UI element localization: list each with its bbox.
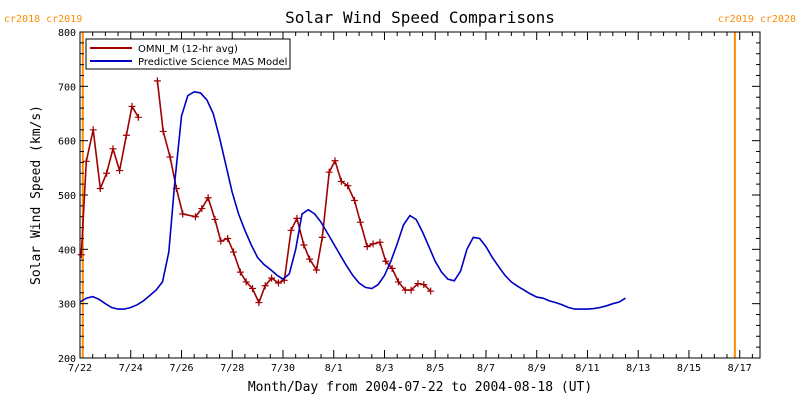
data-point-marker (109, 145, 117, 153)
x-tick-label: 8/7 (477, 363, 495, 374)
y-tick-label: 500 (58, 191, 76, 202)
data-point-marker (427, 287, 435, 295)
data-point-marker (356, 218, 364, 226)
x-tick-label: 8/11 (575, 363, 599, 374)
data-point-marker (224, 234, 232, 242)
data-point-marker (116, 167, 124, 175)
legend-label: OMNI_M (12-hr avg) (138, 44, 238, 55)
data-point-marker (153, 77, 161, 85)
axes: 200 300 400 500 600 700 800 7/22 7/24 7/26 7/28 7/3… (58, 28, 760, 374)
data-point-marker (407, 286, 415, 294)
data-point-marker (82, 157, 90, 165)
y-tick-label: 200 (58, 354, 76, 365)
x-tick-label: 7/28 (220, 363, 244, 374)
data-point-marker (77, 251, 85, 259)
data-point-marker (255, 299, 263, 307)
data-point-marker (287, 226, 295, 234)
legend: OMNI_M (12-hr avg) Predictive Science MAS… (85, 38, 291, 70)
series-line (80, 104, 140, 255)
y-tick-label: 800 (58, 28, 76, 39)
data-point-marker (103, 169, 111, 177)
data-point-marker (414, 280, 422, 288)
y-tick-label: 700 (58, 82, 76, 93)
x-tick-label: 8/17 (728, 363, 752, 374)
data-point-marker (363, 243, 371, 251)
data-point-marker (306, 255, 314, 263)
data-point-marker (261, 282, 269, 290)
data-point-marker (388, 264, 396, 272)
x-tick-label: 7/26 (169, 363, 193, 374)
x-tick-label: 7/24 (119, 363, 143, 374)
legend-box (85, 38, 291, 70)
data-point-marker (179, 210, 187, 218)
data-point-marker (128, 102, 136, 110)
data-point-marker (96, 184, 104, 192)
data-point-marker (122, 131, 130, 139)
data-point-marker (198, 205, 206, 213)
x-tick-label: 8/15 (677, 363, 701, 374)
x-tick-label: 8/9 (528, 363, 546, 374)
data-point-marker (351, 196, 359, 204)
data-point-marker (274, 279, 282, 287)
legend-label: Predictive Science MAS Model (138, 57, 287, 68)
data-point-marker (249, 284, 257, 292)
data-point-marker (318, 233, 326, 241)
y-axis-title: Solar Wind Speed (km/s) (29, 105, 44, 285)
data-point-marker (376, 238, 384, 246)
data-point-marker (420, 281, 428, 289)
y-tick-label: 400 (58, 245, 76, 256)
data-point-marker (344, 182, 352, 190)
data-point-marker (369, 240, 377, 248)
series-line (156, 80, 432, 305)
series-line (79, 90, 626, 310)
data-point-marker (300, 241, 308, 249)
chart-title: Solar Wind Speed Comparisons (285, 8, 555, 27)
data-point-marker (242, 278, 250, 286)
data-point-marker (401, 286, 409, 294)
data-point-marker (166, 153, 174, 161)
data-point-marker (217, 237, 225, 245)
data-point-marker (230, 248, 238, 256)
x-axis-title: Month/Day from 2004-07-22 to 2004-08-18 … (248, 380, 592, 395)
x-tick-label: 7/30 (271, 363, 295, 374)
y-tick-label: 300 (58, 300, 76, 311)
x-tick-label: 8/5 (426, 363, 444, 374)
x-tick-label: 8/1 (325, 363, 343, 374)
data-point-marker (89, 126, 97, 134)
data-point-marker (331, 157, 339, 165)
data-point-marker (293, 214, 301, 222)
data-point-marker (325, 168, 333, 176)
data-point-marker (236, 268, 244, 276)
data-point-marker (211, 215, 219, 223)
data-point-marker (204, 194, 212, 202)
carrington-marker-label: cr2019 cr2020 (718, 14, 796, 25)
x-tick-label: 7/22 (68, 363, 92, 374)
data-point-marker (312, 266, 320, 274)
data-point-marker (159, 127, 167, 135)
plot-frame (79, 31, 761, 359)
data-point-marker (134, 113, 142, 121)
data-point-marker (268, 274, 276, 282)
y-tick-label: 600 (58, 137, 76, 148)
x-tick-label: 8/3 (375, 363, 393, 374)
x-tick-label: 8/13 (626, 363, 650, 374)
data-point-marker (191, 213, 199, 221)
series-layer (77, 77, 626, 310)
data-point-marker (382, 257, 390, 265)
data-point-marker (337, 177, 345, 185)
data-point-marker (394, 278, 402, 286)
carrington-marker-label: cr2018 cr2019 (4, 14, 82, 25)
